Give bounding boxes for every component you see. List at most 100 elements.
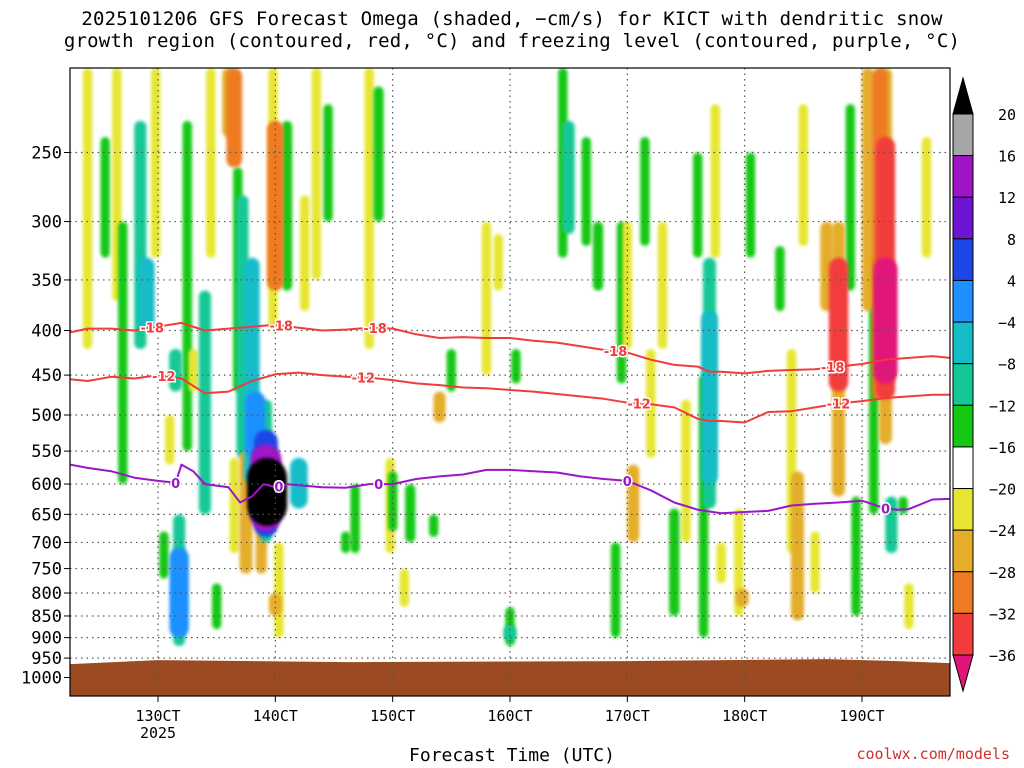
omega-cell xyxy=(198,290,211,515)
source-credit: coolwx.com/models xyxy=(856,745,1010,763)
omega-cell xyxy=(775,246,785,312)
omega-cell xyxy=(405,484,416,543)
omega-cell xyxy=(281,120,293,291)
contour-label: -18 xyxy=(363,322,387,337)
x-tick-label: 180CT xyxy=(722,707,767,725)
y-tick-label: 450 xyxy=(31,366,62,386)
omega-cell xyxy=(493,234,503,291)
chart-title: 2025101206 GFS Forecast Omega (shaded, −… xyxy=(0,8,1024,52)
contour-label: -12 xyxy=(152,370,176,385)
x-tick-label: 170CT xyxy=(605,707,650,725)
omega-cell xyxy=(364,68,374,349)
colorbar-segment xyxy=(952,446,974,490)
colorbar-label: −28 xyxy=(989,564,1016,582)
omega-cell xyxy=(247,457,288,526)
dgz-contour-line xyxy=(70,371,950,424)
omega-cell xyxy=(845,104,855,291)
contour-lines: -18 -18 -18 -18 -18 -12 -12 -12 -12 0 0 0 0 0 xyxy=(70,318,950,519)
chart-title-line-1: 2025101206 GFS Forecast Omega (shaded, −… xyxy=(81,8,943,30)
contour-label: 0 xyxy=(374,478,383,493)
omega-cell xyxy=(182,120,192,452)
omega-cell xyxy=(861,68,874,312)
omega-cell xyxy=(274,542,284,638)
y-tick-label: 800 xyxy=(31,584,62,604)
contour-label: 0 xyxy=(623,475,632,490)
omega-cell xyxy=(399,568,410,607)
omega-cell xyxy=(159,531,169,579)
omega-cell xyxy=(138,257,155,331)
colorbar-segment xyxy=(952,363,974,406)
y-tick-label: 500 xyxy=(31,406,62,426)
omega-cell xyxy=(693,152,703,258)
omega-cell xyxy=(873,257,898,384)
omega-cell xyxy=(710,104,720,258)
omega-cell xyxy=(701,311,718,485)
colorbar-label: −8 xyxy=(998,356,1016,374)
y-tick-label: 1000 xyxy=(21,669,62,689)
y-tick-label: 350 xyxy=(31,271,62,291)
omega-cell xyxy=(669,508,680,616)
omega-cell xyxy=(581,137,591,246)
y-tick-label: 300 xyxy=(31,213,62,233)
y-axis: 2503003504004505005506006507007508008509… xyxy=(21,144,70,689)
colorbar-bottom-arrow xyxy=(952,654,974,693)
colorbar-label: −16 xyxy=(989,439,1016,457)
grid-lines xyxy=(70,68,950,696)
omega-cell xyxy=(429,514,439,537)
omega-cell xyxy=(921,137,932,258)
colorbar-label: −4 xyxy=(998,314,1016,332)
x-tick-label: 140CT xyxy=(253,707,298,725)
contour-label: -18 xyxy=(821,361,845,376)
x-tick-label: 150CT xyxy=(370,707,415,725)
omega-cell xyxy=(681,399,691,543)
colorbar-label: 4 xyxy=(1007,272,1016,290)
x-axis-label: Forecast Time (UTC) xyxy=(409,745,615,766)
colorbar-segment xyxy=(952,196,974,240)
dgz-contour-line xyxy=(70,321,950,375)
contour-label: -18 xyxy=(140,322,164,337)
colorbar-segment xyxy=(952,571,974,614)
omega-cell xyxy=(82,68,93,349)
omega-cell xyxy=(290,457,308,509)
omega-cell xyxy=(433,391,446,423)
contour-label: 0 xyxy=(881,503,890,518)
omega-cell xyxy=(503,624,517,642)
omega-shading xyxy=(82,68,932,646)
colorbar-segment xyxy=(952,529,974,573)
omega-cell xyxy=(188,349,198,392)
omega-cell xyxy=(640,137,650,246)
omega-cell xyxy=(622,221,632,349)
y-tick-label: 250 xyxy=(31,144,62,164)
y-tick-label: 600 xyxy=(31,475,62,495)
omega-cell xyxy=(446,349,456,392)
omega-cell xyxy=(885,496,898,554)
x-tick-sublabel: 2025 xyxy=(140,724,176,742)
freezing-level-contour xyxy=(70,463,950,515)
omega-cell xyxy=(206,68,216,258)
y-tick-label: 850 xyxy=(31,607,62,627)
omega-cell xyxy=(562,120,575,234)
colorbar-segment xyxy=(952,113,974,157)
omega-cell xyxy=(745,152,756,258)
colorbar-segment xyxy=(952,238,974,281)
omega-cell xyxy=(373,86,384,222)
omega-cell xyxy=(657,221,668,349)
y-tick-label: 650 xyxy=(31,505,62,525)
omega-cell xyxy=(100,137,110,258)
colorbar-segment xyxy=(952,155,974,198)
colorbar-label: 16 xyxy=(998,148,1016,166)
omega-cell xyxy=(610,542,621,638)
omega-cell xyxy=(810,531,820,593)
x-tick-label: 130CT xyxy=(135,707,180,725)
omega-cell xyxy=(904,583,914,630)
omega-cell xyxy=(716,542,726,584)
colorbar-label: 20 xyxy=(998,106,1016,124)
colorbar: 20 16 12 8 4 −4 −8 −12 −16 −20 −24 −28 −32 −36 xyxy=(952,76,1016,693)
colorbar-label: −32 xyxy=(989,605,1016,623)
colorbar-label: −20 xyxy=(989,481,1016,499)
colorbar-label: −36 xyxy=(989,647,1016,665)
omega-cell xyxy=(798,104,808,246)
x-tick-label: 160CT xyxy=(487,707,532,725)
